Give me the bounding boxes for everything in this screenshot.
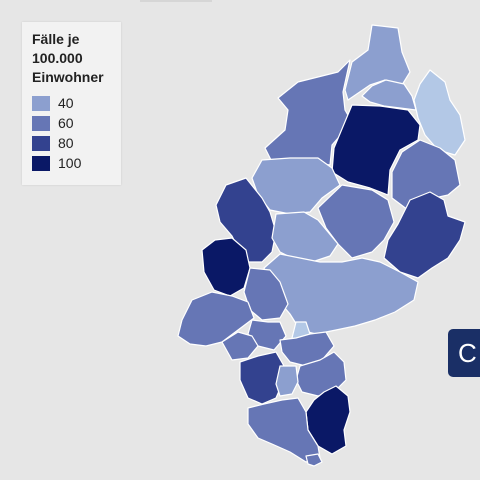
legend-label: 40 xyxy=(58,95,74,111)
side-action-button[interactable]: C xyxy=(448,329,480,377)
legend-item: 100 xyxy=(32,153,111,173)
legend-label: 100 xyxy=(58,155,82,171)
legend-item: 40 xyxy=(32,93,111,113)
legend-label: 60 xyxy=(58,115,74,131)
district-southeast[interactable] xyxy=(305,385,351,455)
district-west-lower[interactable] xyxy=(243,267,289,321)
legend-label: 80 xyxy=(58,135,74,151)
legend-swatch xyxy=(32,115,50,131)
legend: Fälle je 100.000 Einwohner 40 60 80 100 xyxy=(22,22,121,185)
legend-swatch xyxy=(32,155,50,171)
legend-title-line: Einwohner xyxy=(32,69,104,85)
district-center[interactable] xyxy=(317,184,395,259)
district-east[interactable] xyxy=(383,191,466,279)
legend-title-line: 100.000 xyxy=(32,50,83,66)
district-north-small[interactable] xyxy=(361,79,417,111)
district-west[interactable] xyxy=(215,177,277,263)
district-bottom-tip[interactable] xyxy=(305,453,323,467)
district-south-center[interactable] xyxy=(295,351,347,397)
top-divider xyxy=(140,0,212,2)
district-south-bottom[interactable] xyxy=(247,397,321,463)
district-center-west[interactable] xyxy=(271,211,339,263)
legend-title: Fälle je 100.000 Einwohner xyxy=(32,30,111,87)
district-light-small[interactable] xyxy=(275,365,299,397)
legend-swatch xyxy=(32,135,50,151)
legend-title-line: Fälle je xyxy=(32,31,80,47)
legend-swatch xyxy=(32,95,50,111)
side-button-label: C xyxy=(458,338,477,368)
district-center-strip[interactable] xyxy=(279,331,335,367)
legend-item: 60 xyxy=(32,113,111,133)
legend-item: 80 xyxy=(32,133,111,153)
district-southwest[interactable] xyxy=(177,291,255,347)
district-urban-2[interactable] xyxy=(221,331,259,361)
district-west-extreme[interactable] xyxy=(201,237,251,297)
